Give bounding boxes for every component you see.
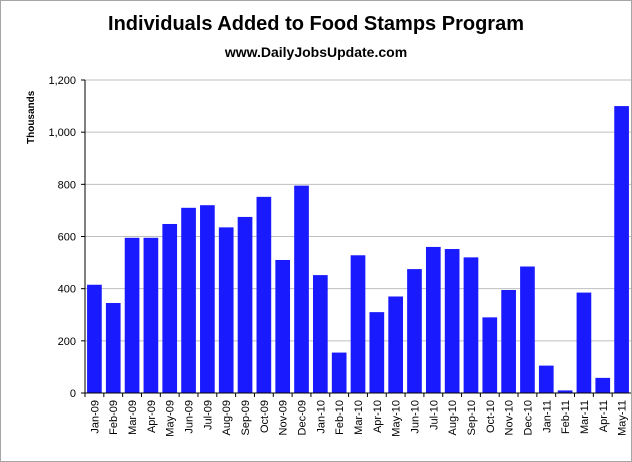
bar-oct-09 [256,196,272,393]
bar-sep-09 [237,216,253,393]
x-tick-label: Feb-09 [108,400,120,435]
bar-jan-09 [87,284,102,393]
x-tick-label: Nov-09 [278,400,290,435]
bar-dec-09 [294,185,309,393]
y-tick-label: 800 [58,179,76,191]
bar-feb-09 [105,303,121,393]
x-tick-label: May-09 [165,400,177,437]
bar-mar-11 [576,292,592,393]
bar-may-11 [614,106,629,393]
bar-nov-10 [501,289,516,393]
bar-jun-10 [407,269,422,393]
y-tick-label: 1,000 [48,127,76,139]
x-tick-label: Jan-10 [315,400,327,434]
x-tick-label: Oct-09 [259,400,271,433]
x-tick-label: Dec-10 [522,400,534,435]
x-tick-label: Oct-10 [485,400,497,433]
bar-may-10 [388,296,403,393]
y-tick-label: 1,200 [48,75,76,87]
x-tick-label: Apr-10 [372,400,384,433]
x-tick-label: Mar-10 [353,400,365,435]
y-tick-labels: 0 200 400 600 800 1,000 1,200 [48,75,85,400]
x-tick-label: Dec-09 [297,400,309,435]
x-tick-label: May-10 [391,400,403,437]
bar-dec-10 [520,266,535,393]
bar-feb-11 [557,390,573,393]
y-tick-label: 400 [58,284,76,296]
x-tick-label: Jul-09 [202,400,214,430]
chart-title: Individuals Added to Food Stamps Program [108,13,524,35]
x-tick-label: Nov-10 [504,400,516,435]
x-tick-label: Mar-09 [127,400,139,435]
bar-mar-09 [124,237,140,393]
bar-apr-11 [595,377,611,393]
bar-sep-10 [463,257,479,393]
bar-jul-09 [200,205,215,393]
chart-subtitle: www.DailyJobsUpdate.com [224,44,408,60]
y-tick-label: 200 [58,336,76,348]
bar-nov-09 [275,259,291,393]
bar-apr-09 [143,237,159,393]
x-tick-label: Apr-11 [598,400,610,432]
x-tick-label: May-11 [617,400,629,436]
bar-jan-10 [313,275,328,393]
bar-apr-10 [369,312,385,393]
x-tick-label: Feb-11 [560,400,572,434]
x-tick-label: Sep-10 [466,400,478,435]
bars [87,106,629,393]
x-tick-label: Jan-09 [89,400,101,434]
y-tick-label: 600 [58,232,76,244]
x-tick-label: Jun-09 [184,400,196,434]
bar-aug-10 [444,249,460,393]
bar-feb-10 [331,352,347,393]
x-tick-label: Sep-09 [240,400,252,435]
x-tick-label: Feb-10 [334,400,346,435]
x-tick-label: Aug-09 [221,400,233,435]
bar-may-09 [162,223,178,393]
bar-jun-09 [181,207,196,393]
y-tick-label: 0 [70,388,76,400]
x-tick-label: Jun-10 [409,400,421,434]
bar-jan-11 [538,365,554,393]
x-tick-label: Jan-11 [541,400,553,433]
y-axis-label: Thousands [26,90,37,144]
x-tick-labels: Jan-09 Feb-09 Mar-09 Apr-09 May-09 Jun-09 Jul-… [84,393,629,437]
x-tick-label: Aug-10 [447,400,459,435]
x-tick-label: Mar-11 [579,400,591,434]
x-tick-label: Jul-10 [428,400,440,430]
x-tick-label: Apr-09 [146,400,158,433]
bar-aug-09 [218,227,234,393]
bar-mar-10 [350,255,366,393]
bar-oct-10 [482,317,498,393]
bar-jul-10 [425,246,441,393]
